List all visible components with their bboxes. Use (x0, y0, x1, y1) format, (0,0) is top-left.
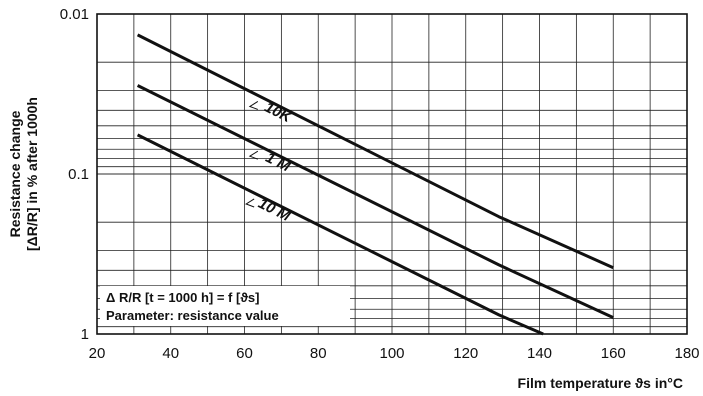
y-tick-label: 0.1 (68, 166, 89, 183)
series-label-1m: 1 M (263, 149, 293, 176)
x-axis-ticks: 20 40 60 80 100 120 140 160 180 (89, 345, 700, 362)
series-label-marker (248, 150, 259, 160)
x-tick-label: 180 (674, 345, 699, 362)
legend-box: Δ R/R [t = 1000 h] = f [ϑs] Parameter: r… (100, 286, 350, 326)
y-axis-title-line2: [ΔR/R] in % after 1000h (24, 97, 40, 251)
series-line-10k (136, 33, 614, 270)
x-tick-label: 20 (89, 345, 106, 362)
legend-formula-text: Δ R/R [t = 1000 h] = f [ϑs] (106, 290, 259, 305)
legend-parameter-text: Parameter: resistance value (106, 308, 279, 323)
legend-background (100, 286, 350, 326)
plot-frame (96, 13, 688, 335)
x-tick-label: 100 (379, 345, 404, 362)
x-axis-title: Film temperature ϑs in°C (518, 375, 683, 391)
x-tick-label: 80 (310, 345, 327, 362)
y-axis-title: Resistance change [ΔR/R] in % after 1000… (7, 97, 40, 251)
x-tick-label: 160 (601, 345, 626, 362)
series-label-10k: 10K (262, 99, 295, 127)
x-tick-label: 120 (453, 345, 478, 362)
x-tick-label: 60 (236, 345, 253, 362)
series-lines (136, 33, 614, 336)
x-tick-label: 40 (162, 345, 179, 362)
x-tick-label: 140 (527, 345, 552, 362)
series-label-marker (245, 198, 255, 208)
y-tick-label: 1 (81, 326, 89, 343)
series-line-10m (136, 133, 544, 336)
series-label-10m: 10 M (255, 195, 293, 225)
y-axis-title-line1: Resistance change (7, 110, 23, 237)
y-axis-ticks: 0.01 0.1 1 (60, 6, 89, 343)
y-tick-label: 0.01 (60, 6, 89, 23)
series-labels: 10K 1 M 10 M (245, 99, 295, 225)
series-label-marker (248, 101, 259, 110)
series-line-1m (136, 84, 614, 319)
